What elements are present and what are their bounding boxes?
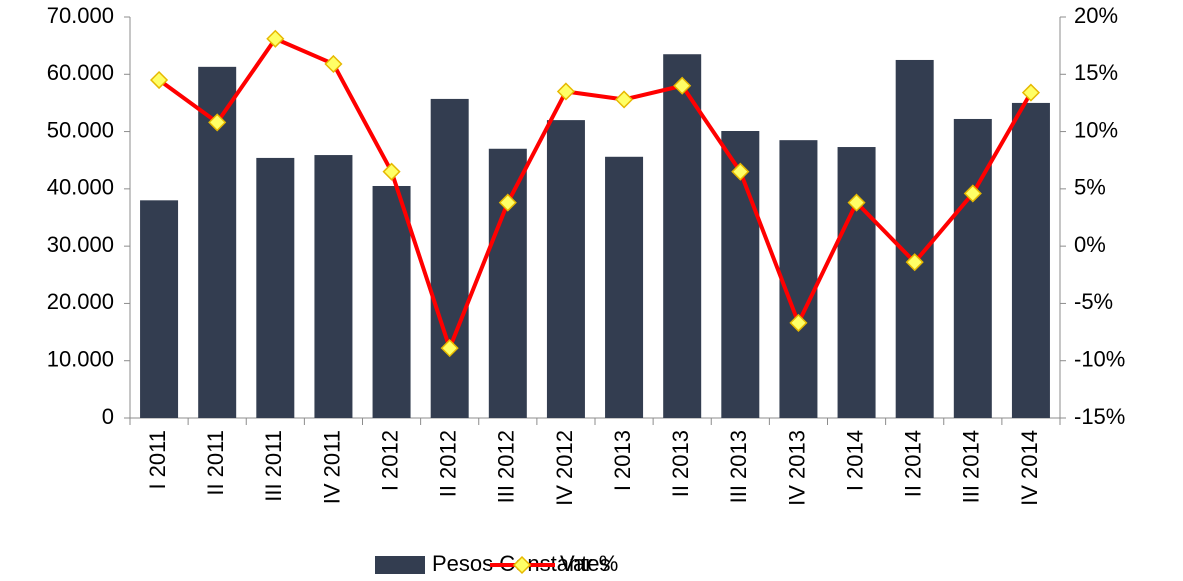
x-tick-label: IV 2014 <box>1017 430 1042 506</box>
x-tick-label: II 2011 <box>203 430 228 496</box>
bar <box>837 147 876 418</box>
marker <box>731 162 750 181</box>
x-tick-label: I 2011 <box>145 430 170 490</box>
marker <box>673 76 692 95</box>
x-tick-label: I 2014 <box>842 430 867 491</box>
y-tick-label: 10.000 <box>47 347 114 372</box>
marker <box>1021 83 1040 102</box>
y-tick-label: 20.000 <box>47 289 114 314</box>
bar <box>430 98 469 418</box>
x-tick-label: III 2014 <box>959 430 984 503</box>
bar <box>140 200 179 418</box>
bar <box>488 148 527 418</box>
marker <box>963 184 982 203</box>
bar <box>546 120 585 418</box>
y2-tick-label: -15% <box>1074 404 1125 429</box>
marker <box>615 90 634 109</box>
marker <box>266 29 285 48</box>
marker <box>208 113 227 132</box>
y2-tick-label: -10% <box>1074 347 1125 372</box>
y2-tick-label: 15% <box>1074 60 1118 85</box>
x-tick-label: I 2013 <box>610 430 635 491</box>
y-tick-label: 50.000 <box>47 117 114 142</box>
legend-swatch <box>375 556 425 574</box>
x-tick-label: IV 2012 <box>552 430 577 506</box>
y-tick-label: 0 <box>102 404 114 429</box>
legend-label: Var % <box>560 551 618 576</box>
legend-marker <box>512 555 532 575</box>
marker <box>905 253 924 272</box>
x-tick-label: IV 2011 <box>319 430 344 504</box>
y2-tick-label: 10% <box>1074 117 1118 142</box>
x-tick-label: III 2013 <box>726 430 751 503</box>
y-tick-label: 30.000 <box>47 232 114 257</box>
bar <box>953 118 992 419</box>
marker <box>847 193 866 212</box>
bar <box>372 185 411 418</box>
marker <box>324 54 343 74</box>
marker <box>150 70 169 90</box>
x-tick-label: I 2012 <box>377 430 402 491</box>
marker <box>556 82 575 101</box>
marker <box>498 193 517 212</box>
marker <box>382 162 401 181</box>
bar <box>895 59 934 418</box>
bar <box>663 54 702 418</box>
y-tick-label: 60.000 <box>47 60 114 85</box>
x-tick-label: III 2012 <box>494 430 519 503</box>
bar <box>256 157 295 418</box>
x-tick-label: II 2013 <box>668 430 693 497</box>
bar <box>1011 102 1050 418</box>
bar <box>779 140 818 418</box>
y2-tick-label: 0% <box>1074 232 1106 257</box>
x-tick-label: III 2011 <box>261 430 286 502</box>
y2-tick-label: 5% <box>1074 175 1106 200</box>
y-tick-label: 70.000 <box>47 3 114 28</box>
bar <box>605 156 644 418</box>
marker <box>789 313 808 332</box>
marker <box>440 339 459 358</box>
y2-tick-label: 20% <box>1074 3 1118 28</box>
x-tick-label: II 2012 <box>436 430 461 497</box>
line <box>157 36 1033 351</box>
x-tick-label: IV 2013 <box>784 430 809 506</box>
y2-tick-label: -5% <box>1074 289 1113 314</box>
y-tick-label: 40.000 <box>47 175 114 200</box>
bar <box>314 155 353 418</box>
x-tick-label: II 2014 <box>901 430 926 497</box>
